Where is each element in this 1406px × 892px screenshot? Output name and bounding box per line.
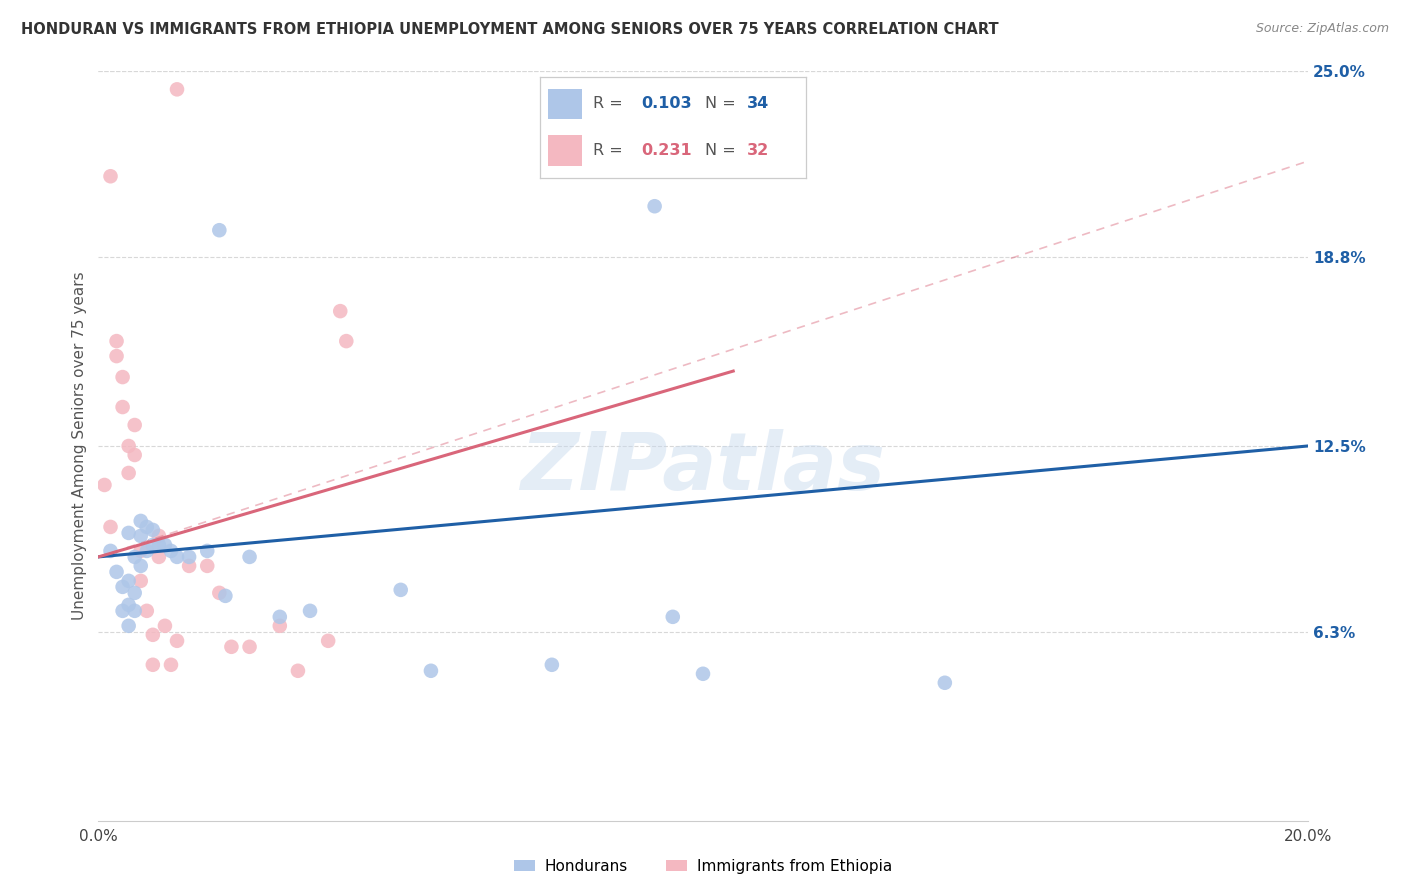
Point bbox=[153, 538, 176, 552]
Point bbox=[214, 589, 236, 603]
Point bbox=[335, 334, 357, 348]
Point bbox=[420, 664, 443, 678]
Point bbox=[166, 82, 188, 96]
Point bbox=[111, 580, 134, 594]
Point bbox=[135, 544, 157, 558]
Point bbox=[118, 525, 141, 540]
Point bbox=[142, 538, 165, 552]
Point bbox=[100, 169, 122, 184]
Point bbox=[118, 439, 141, 453]
Point bbox=[316, 633, 339, 648]
Point bbox=[129, 514, 152, 528]
Point bbox=[111, 400, 134, 414]
Point bbox=[208, 223, 231, 237]
Point bbox=[124, 448, 146, 462]
Point bbox=[179, 558, 201, 573]
Point bbox=[148, 529, 170, 543]
Point bbox=[692, 666, 714, 681]
Point bbox=[124, 417, 146, 432]
Text: ZIPatlas: ZIPatlas bbox=[520, 429, 886, 508]
Point bbox=[195, 558, 218, 573]
Point bbox=[124, 586, 146, 600]
Point bbox=[111, 604, 134, 618]
Point bbox=[142, 523, 165, 537]
Point bbox=[148, 549, 170, 564]
Point bbox=[389, 582, 412, 597]
Point bbox=[299, 604, 322, 618]
Point bbox=[148, 538, 170, 552]
Point bbox=[142, 657, 165, 672]
Point bbox=[934, 675, 956, 690]
Point bbox=[105, 349, 128, 363]
Point bbox=[239, 640, 262, 654]
Point bbox=[105, 334, 128, 348]
Point bbox=[118, 466, 141, 480]
Point bbox=[269, 610, 291, 624]
Point bbox=[166, 549, 188, 564]
Point bbox=[135, 520, 157, 534]
Text: HONDURAN VS IMMIGRANTS FROM ETHIOPIA UNEMPLOYMENT AMONG SENIORS OVER 75 YEARS CO: HONDURAN VS IMMIGRANTS FROM ETHIOPIA UNE… bbox=[21, 22, 998, 37]
Point bbox=[129, 574, 152, 588]
Point bbox=[118, 598, 141, 612]
Point bbox=[129, 558, 152, 573]
Point bbox=[105, 565, 128, 579]
Point bbox=[118, 574, 141, 588]
Point bbox=[221, 640, 243, 654]
Point bbox=[661, 610, 683, 624]
Point bbox=[160, 544, 183, 558]
Legend: Hondurans, Immigrants from Ethiopia: Hondurans, Immigrants from Ethiopia bbox=[508, 853, 898, 880]
Point bbox=[644, 199, 666, 213]
Point bbox=[124, 549, 146, 564]
Point bbox=[153, 619, 176, 633]
Point bbox=[179, 549, 201, 564]
Point bbox=[540, 657, 562, 672]
Point bbox=[118, 619, 141, 633]
Point bbox=[135, 604, 157, 618]
Point bbox=[100, 520, 122, 534]
Point bbox=[208, 586, 231, 600]
Point bbox=[195, 544, 218, 558]
Point bbox=[166, 633, 188, 648]
Point bbox=[129, 544, 152, 558]
Point bbox=[124, 604, 146, 618]
Y-axis label: Unemployment Among Seniors over 75 years: Unemployment Among Seniors over 75 years bbox=[72, 272, 87, 620]
Point bbox=[93, 478, 115, 492]
Point bbox=[142, 628, 165, 642]
Point bbox=[269, 619, 291, 633]
Text: Source: ZipAtlas.com: Source: ZipAtlas.com bbox=[1256, 22, 1389, 36]
Point bbox=[329, 304, 352, 318]
Point bbox=[160, 657, 183, 672]
Point bbox=[100, 544, 122, 558]
Point bbox=[129, 529, 152, 543]
Point bbox=[239, 549, 262, 564]
Point bbox=[111, 370, 134, 384]
Point bbox=[287, 664, 309, 678]
